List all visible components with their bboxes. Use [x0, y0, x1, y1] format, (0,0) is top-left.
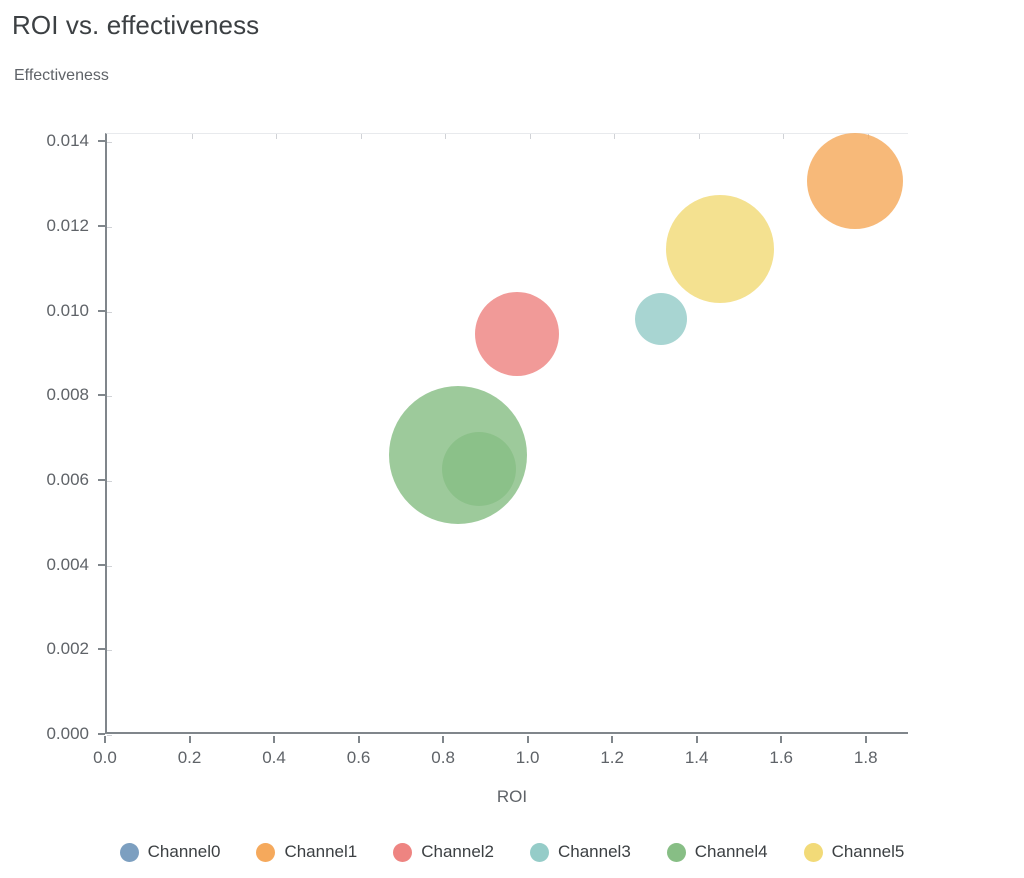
gridline-vertical [276, 134, 278, 732]
legend-item-label: Channel0 [147, 842, 221, 861]
y-tick-label: 0.010 [46, 300, 89, 320]
legend-item-label: Channel5 [831, 842, 905, 861]
legend-swatch-circle-icon [666, 842, 686, 862]
y-tick-mark [98, 394, 105, 397]
y-tick-mark [98, 563, 105, 566]
legend-item-label: Channel1 [284, 842, 358, 861]
gridline-vertical [614, 134, 616, 732]
gridline-vertical [529, 134, 531, 732]
x-tick-mark [442, 736, 445, 743]
legend-swatch-circle-icon [256, 842, 276, 862]
gridline-horizontal [107, 227, 908, 229]
x-tick-label: 1.0 [515, 748, 540, 767]
legend-item-label: Channel3 [558, 842, 631, 861]
gridline-horizontal [107, 565, 908, 567]
gridline-horizontal [107, 735, 908, 736]
bubble-channel5[interactable] [665, 195, 774, 304]
legend-item-channel3[interactable]: Channel3 [530, 842, 631, 862]
x-tick-mark [104, 736, 106, 743]
legend-item-label: Channel4 [694, 842, 768, 861]
bubble-channel1[interactable] [807, 132, 904, 229]
y-tick-mark [98, 140, 105, 143]
y-tick-mark [98, 225, 105, 228]
gridline-vertical [191, 134, 193, 732]
legend-item-channel5[interactable]: Channel5 [803, 842, 905, 862]
x-axis-title: ROI [496, 787, 528, 806]
y-axis-title: Effectiveness [14, 67, 109, 84]
legend-swatch-circle-icon [803, 842, 823, 862]
gridline-vertical [783, 134, 785, 732]
x-tick-mark [695, 736, 698, 743]
gridline-vertical [698, 134, 700, 732]
y-tick-mark [98, 309, 105, 312]
gridline-vertical [867, 134, 869, 732]
x-tick-label: 1.4 [684, 748, 709, 767]
x-tick-label: 0.2 [177, 748, 202, 767]
x-tick-mark [864, 736, 867, 743]
gridline-horizontal [107, 142, 908, 144]
legend-item-channel2[interactable]: Channel2 [393, 842, 494, 862]
legend-swatch-circle-icon [393, 842, 413, 862]
legend-item-channel0[interactable]: Channel0 [119, 842, 221, 862]
gridline-horizontal [107, 396, 908, 398]
chart-legend: Channel0 Channel1 Channel2 Channel3 Channel4… [0, 842, 1024, 862]
y-tick-label: 0.014 [46, 131, 89, 151]
legend-item-channel1[interactable]: Channel1 [256, 842, 357, 862]
bubble-channel2[interactable] [474, 291, 559, 376]
x-tick-mark [780, 736, 783, 743]
x-tick-label: 1.6 [769, 748, 794, 767]
y-tick-label: 0.002 [46, 639, 89, 659]
x-tick-mark [188, 736, 191, 743]
legend-swatch-circle-icon [530, 842, 549, 862]
x-tick-label: 0.4 [262, 748, 286, 767]
y-tick-label: 0.012 [46, 216, 89, 236]
bubble-channel3[interactable] [634, 293, 687, 346]
x-tick-mark [357, 736, 360, 743]
y-tick-label: 0.000 [46, 724, 89, 743]
bubble-layer [107, 132, 908, 732]
x-tick-label: 0.6 [346, 748, 371, 767]
legend-item-label: Channel2 [421, 842, 494, 861]
y-tick-label: 0.006 [46, 470, 89, 490]
y-tick-mark [98, 479, 105, 482]
y-tick-label: 0.008 [46, 385, 89, 405]
gridline-horizontal [107, 650, 908, 652]
x-tick-label: 0.0 [93, 748, 117, 767]
bubble-channel4[interactable] [388, 385, 527, 524]
plot-area [105, 132, 908, 736]
x-tick-label: 0.8 [431, 748, 455, 767]
x-tick-label: 1.2 [600, 748, 624, 767]
x-tick-mark [611, 736, 614, 743]
y-tick-label: 0.004 [46, 554, 89, 574]
page-title: ROI vs. effectiveness [12, 10, 260, 40]
x-tick-label: 1.8 [853, 748, 878, 767]
y-tick-mark [98, 733, 105, 735]
gridline-vertical [360, 134, 362, 732]
x-tick-mark [526, 736, 529, 743]
legend-item-channel4[interactable]: Channel4 [666, 842, 768, 862]
x-tick-mark [273, 736, 276, 743]
legend-swatch-circle-icon [119, 842, 139, 862]
y-tick-mark [98, 648, 105, 651]
